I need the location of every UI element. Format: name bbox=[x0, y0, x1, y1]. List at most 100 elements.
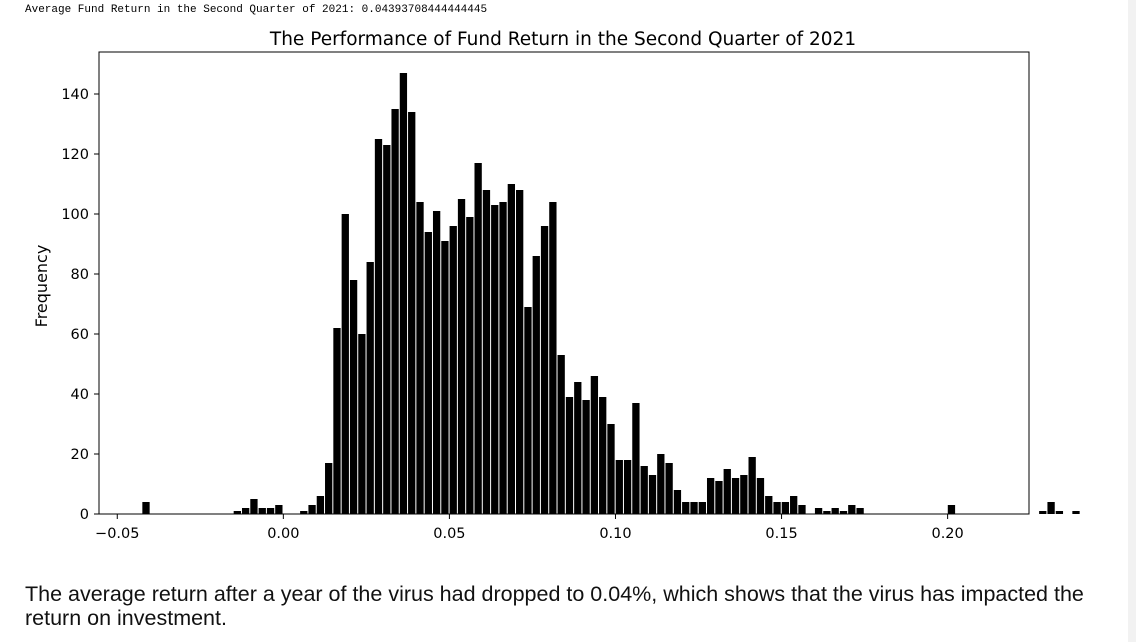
x-tick-label: 0.15 bbox=[765, 526, 797, 542]
histogram-bars bbox=[142, 73, 1080, 514]
histogram-bar bbox=[366, 262, 374, 514]
histogram-bar bbox=[416, 202, 424, 514]
histogram-bar bbox=[449, 226, 457, 514]
histogram-bar bbox=[731, 478, 740, 514]
histogram-bar bbox=[823, 511, 831, 514]
histogram-bar bbox=[466, 217, 474, 514]
histogram-bar bbox=[856, 508, 864, 514]
histogram-bar bbox=[549, 202, 557, 514]
histogram-bar bbox=[142, 502, 150, 514]
y-axis-label: Frequency bbox=[32, 245, 51, 328]
histogram-bar bbox=[831, 508, 839, 514]
histogram-bar bbox=[516, 190, 524, 514]
histogram-bar bbox=[723, 469, 731, 514]
histogram-bar bbox=[574, 382, 582, 514]
x-tick-label: 0.20 bbox=[931, 526, 963, 542]
histogram-bar bbox=[1072, 511, 1080, 514]
histogram-bar bbox=[241, 508, 250, 514]
histogram-bar bbox=[582, 400, 590, 514]
histogram-bar bbox=[474, 163, 482, 514]
histogram-bar bbox=[507, 184, 516, 514]
y-tick-label: 40 bbox=[71, 387, 89, 403]
histogram-bar bbox=[756, 478, 765, 514]
scrollbar-strip bbox=[1128, 0, 1136, 642]
histogram-bar bbox=[391, 109, 399, 514]
histogram-bar bbox=[765, 496, 773, 514]
histogram-bar bbox=[648, 475, 657, 514]
plot-frame bbox=[98, 51, 1030, 515]
histogram-bar bbox=[482, 190, 491, 514]
histogram-bar bbox=[781, 502, 790, 514]
histogram-bar bbox=[1039, 511, 1047, 514]
histogram-bar bbox=[491, 205, 499, 514]
histogram-bar bbox=[540, 226, 549, 514]
y-tick-label: 100 bbox=[61, 207, 89, 223]
histogram-bar bbox=[640, 466, 648, 514]
histogram-bar bbox=[947, 505, 956, 514]
histogram-bar bbox=[706, 478, 715, 514]
x-tick-label: −0.05 bbox=[95, 526, 139, 542]
x-tick-label: 0.05 bbox=[433, 526, 465, 542]
histogram-bar bbox=[814, 508, 823, 514]
histogram-bar bbox=[349, 280, 358, 514]
chart-title: The Performance of Fund Return in the Se… bbox=[269, 29, 856, 50]
histogram-bar bbox=[424, 232, 432, 514]
x-tick-label: 0.00 bbox=[267, 526, 299, 542]
y-tick-label: 80 bbox=[71, 267, 89, 283]
histogram-bar bbox=[300, 511, 308, 514]
histogram-bar bbox=[233, 511, 241, 514]
y-axis: 0 20 40 60 80 100 120 140 bbox=[61, 87, 99, 523]
histogram-bar bbox=[532, 256, 540, 514]
histogram-bar bbox=[1055, 511, 1064, 514]
histogram-bar bbox=[848, 505, 856, 514]
histogram-bar bbox=[615, 460, 623, 514]
histogram-bar bbox=[1047, 502, 1055, 514]
histogram-bar bbox=[798, 505, 806, 514]
histogram-bar bbox=[657, 454, 665, 514]
histogram-bar bbox=[623, 460, 632, 514]
histogram-bar bbox=[565, 397, 574, 514]
histogram-bar bbox=[432, 211, 441, 514]
histogram-bar bbox=[383, 145, 391, 514]
histogram-bar bbox=[258, 508, 266, 514]
histogram-bar bbox=[673, 490, 682, 514]
histogram-bar bbox=[341, 214, 349, 514]
y-tick-label: 120 bbox=[61, 147, 89, 163]
histogram-bar bbox=[773, 502, 781, 514]
histogram-bar bbox=[316, 496, 325, 514]
y-tick-label: 60 bbox=[71, 327, 89, 343]
y-tick-label: 20 bbox=[71, 447, 89, 463]
histogram-bar bbox=[308, 505, 316, 514]
histogram-bar bbox=[682, 502, 690, 514]
histogram-bar bbox=[374, 139, 383, 514]
histogram-bar bbox=[607, 424, 615, 514]
histogram-bar bbox=[590, 376, 599, 514]
x-axis: −0.05 0.00 0.05 0.10 0.15 0.20 bbox=[95, 514, 964, 542]
histogram-bar bbox=[399, 73, 408, 514]
cell-stdout-average-return: Average Fund Return in the Second Quarte… bbox=[25, 4, 488, 16]
histogram-bar bbox=[698, 502, 706, 514]
histogram-bar bbox=[790, 496, 798, 514]
histogram-bar bbox=[599, 397, 607, 514]
histogram-bar bbox=[665, 463, 673, 514]
histogram-bar bbox=[690, 502, 698, 514]
histogram-bar bbox=[275, 505, 283, 514]
histogram-bar bbox=[839, 511, 848, 514]
histogram-bar bbox=[557, 355, 565, 514]
histogram-bar bbox=[266, 508, 275, 514]
histogram-bar bbox=[457, 199, 466, 514]
histogram-bar bbox=[499, 202, 507, 514]
histogram-bar bbox=[748, 457, 756, 514]
fund-return-histogram: The Performance of Fund Return in the Se… bbox=[32, 29, 1080, 542]
conclusion-text: The average return after a year of the v… bbox=[25, 582, 1084, 630]
histogram-bar bbox=[632, 403, 640, 514]
histogram-bar bbox=[715, 481, 723, 514]
histogram-bar bbox=[441, 241, 449, 514]
x-tick-label: 0.10 bbox=[599, 526, 631, 542]
histogram-bar bbox=[408, 112, 416, 514]
histogram-bar bbox=[333, 328, 341, 514]
histogram-bar bbox=[325, 463, 333, 514]
histogram-bar bbox=[358, 334, 366, 514]
y-tick-label: 0 bbox=[80, 507, 89, 523]
histogram-bar bbox=[740, 475, 748, 514]
